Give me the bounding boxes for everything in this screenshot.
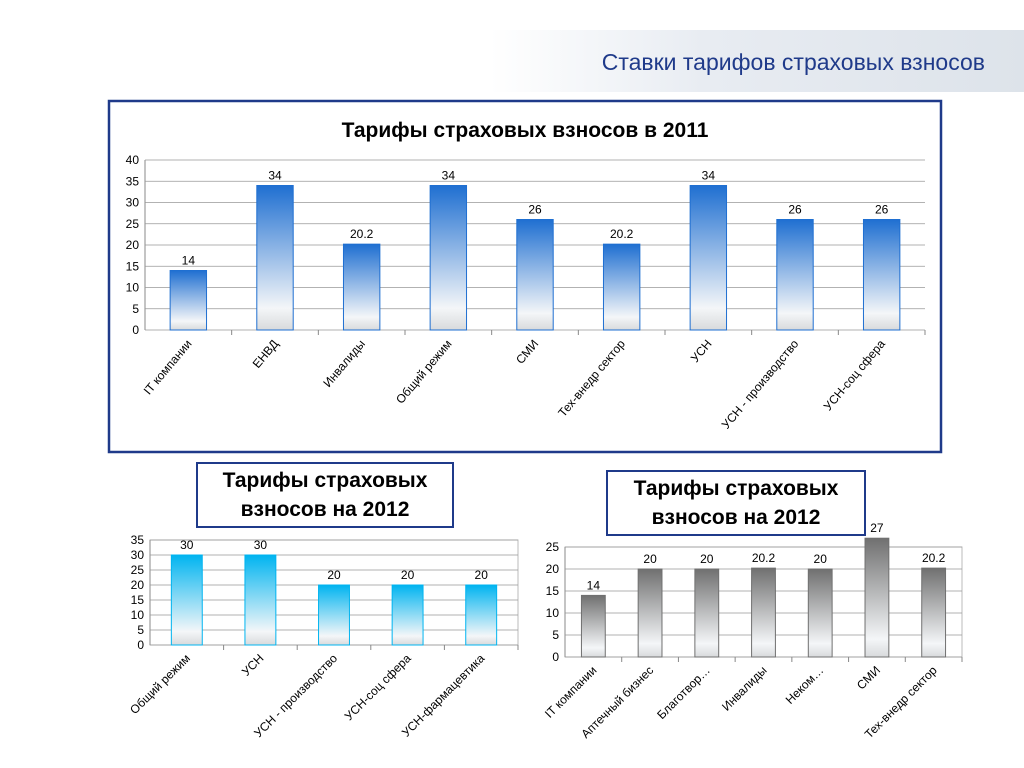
data-label: 26 [788,203,802,217]
y-tick-label: 10 [546,606,560,620]
data-label: 20.2 [922,551,946,565]
data-label: 34 [268,169,282,183]
bar [342,243,381,331]
y-tick-label: 10 [126,281,140,295]
y-tick-label: 0 [137,638,144,652]
data-label: 20 [475,568,489,582]
bar [694,568,720,658]
slide-title: Ставки тарифов страховых взносов [602,49,985,75]
y-tick-label: 25 [126,217,140,231]
bar [602,243,641,331]
x-tick-label: УСН-соц сфера [342,651,414,723]
y-tick-label: 5 [552,628,559,642]
bar [921,567,947,658]
x-tick-label: Инвалиды [719,663,770,714]
x-tick-label: Благотвор… [654,663,713,722]
data-label: 27 [870,521,884,535]
y-tick-label: 15 [126,259,140,273]
bar [776,219,814,331]
data-label: 34 [442,169,456,183]
bar [689,185,728,331]
data-label: 26 [528,203,542,217]
data-label: 30 [180,538,194,552]
x-tick-label: СМИ [854,663,883,692]
bar [244,554,277,646]
data-label: 20.2 [350,227,374,241]
y-tick-label: 25 [546,540,560,554]
bar [170,554,203,646]
bar [864,537,890,658]
y-tick-label: 15 [131,593,145,607]
bar [516,219,554,331]
data-label: 34 [702,169,716,183]
data-label: 20 [643,552,657,566]
x-tick-label: Общий режим [127,651,193,717]
bar [318,584,350,646]
y-tick-label: 5 [132,302,139,316]
x-tick-label: УСН-фармацевтика [399,651,488,740]
y-tick-label: 15 [546,584,560,598]
y-tick-label: 35 [126,174,140,188]
chart-title: Тарифы страховых взносов в 2011 [342,119,709,142]
data-label: 20 [700,552,714,566]
y-tick-label: 20 [546,562,560,576]
bar [429,185,468,331]
x-tick-label: Неком… [783,663,827,707]
data-label: 20 [327,568,341,582]
data-label: 14 [182,254,196,268]
data-label: 20.2 [752,551,776,565]
y-tick-label: 0 [132,323,139,337]
y-tick-label: 20 [131,578,145,592]
bar [391,584,424,646]
bar [751,567,776,658]
bar [807,568,833,658]
y-tick-label: 40 [126,153,140,167]
bar [862,219,901,331]
bar [169,270,208,331]
data-label: 30 [254,538,268,552]
bar [580,594,606,658]
y-tick-label: 20 [126,238,140,252]
bar [256,185,294,331]
bar [637,568,663,658]
data-label: 20 [401,568,415,582]
chart-title: Тарифы страховых взносов на 2012 [196,462,454,528]
header-band [490,30,1024,92]
y-tick-label: 25 [131,563,145,577]
y-tick-label: 5 [137,623,144,637]
data-label: 20.2 [610,227,634,241]
x-tick-label: УСН - производство [251,651,340,740]
y-tick-label: 35 [131,533,145,547]
y-tick-label: 30 [131,548,145,562]
data-label: 14 [587,578,601,592]
y-tick-label: 10 [131,608,145,622]
y-tick-label: 0 [552,650,559,664]
bar [465,584,498,646]
chart-title: Тарифы страховых взносов на 2012 [606,470,866,536]
x-tick-label: IT компании [542,663,599,720]
y-tick-label: 30 [126,196,140,210]
data-label: 20 [814,552,828,566]
data-label: 26 [875,203,889,217]
x-tick-label: УСН [239,651,267,679]
